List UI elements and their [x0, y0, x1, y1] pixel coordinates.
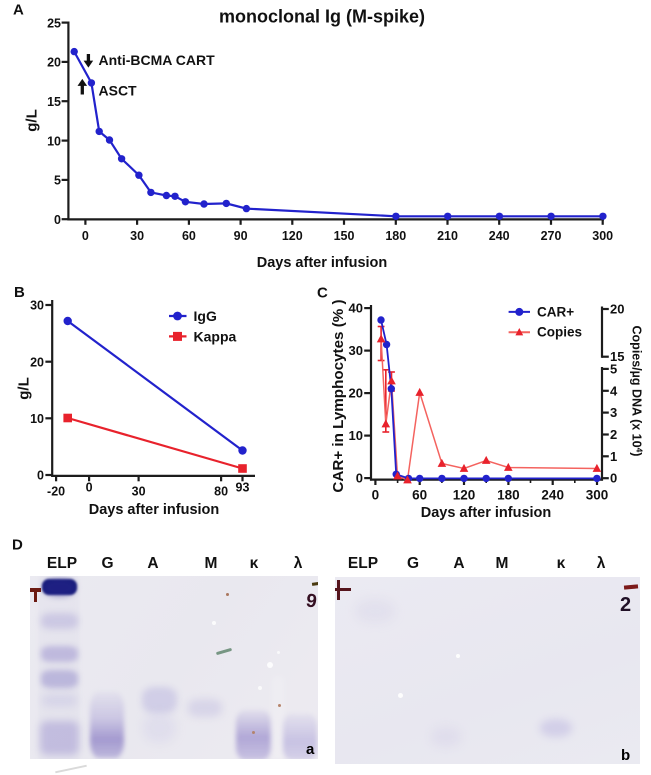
- svg-text:-20: -20: [47, 484, 65, 498]
- svg-text:15: 15: [610, 349, 624, 364]
- svg-text:Days after infusion: Days after infusion: [89, 502, 220, 518]
- svg-text:D: D: [12, 537, 23, 554]
- svg-text:120: 120: [282, 229, 303, 243]
- svg-text:A: A: [453, 555, 464, 572]
- svg-text:93: 93: [236, 480, 250, 494]
- svg-text:4: 4: [610, 383, 618, 398]
- svg-text:0: 0: [82, 229, 89, 243]
- svg-text:60: 60: [182, 229, 196, 243]
- svg-text:κ: κ: [250, 555, 259, 572]
- svg-text:Copies/µg DNA (x 104): Copies/µg DNA (x 104): [630, 326, 645, 457]
- svg-text:0: 0: [37, 469, 44, 483]
- svg-text:κ: κ: [557, 555, 566, 572]
- svg-text:Days after infusion: Days after infusion: [257, 255, 388, 271]
- svg-text:300: 300: [586, 487, 609, 502]
- svg-text:270: 270: [541, 229, 562, 243]
- svg-text:25: 25: [47, 16, 61, 30]
- svg-text:60: 60: [412, 487, 427, 502]
- svg-text:30: 30: [30, 299, 44, 313]
- svg-text:20: 20: [30, 355, 44, 369]
- svg-text:0: 0: [86, 480, 93, 494]
- svg-text:150: 150: [334, 229, 355, 243]
- svg-text:80: 80: [214, 484, 228, 498]
- svg-text:240: 240: [489, 229, 510, 243]
- svg-text:G: G: [407, 555, 419, 572]
- svg-text:180: 180: [385, 229, 406, 243]
- svg-text:A: A: [13, 2, 24, 19]
- svg-text:B: B: [14, 284, 25, 301]
- svg-text:C: C: [317, 285, 328, 302]
- svg-text:10: 10: [47, 134, 61, 148]
- svg-text:180: 180: [497, 487, 520, 502]
- svg-text:0: 0: [372, 487, 380, 502]
- svg-text:300: 300: [592, 229, 613, 243]
- svg-text:IgG: IgG: [194, 308, 217, 324]
- svg-text:10: 10: [30, 412, 44, 426]
- svg-text:10: 10: [349, 428, 363, 443]
- svg-text:40: 40: [349, 301, 363, 316]
- svg-text:1: 1: [610, 449, 617, 464]
- svg-text:A: A: [147, 555, 158, 572]
- svg-text:g/L: g/L: [24, 109, 41, 132]
- svg-text:90: 90: [234, 229, 248, 243]
- svg-text:CAR+ in Lymphocytes (% ): CAR+ in Lymphocytes (% ): [330, 299, 347, 492]
- svg-text:CAR+: CAR+: [537, 305, 574, 320]
- svg-text:20: 20: [349, 386, 363, 401]
- svg-text:ELP: ELP: [348, 555, 378, 572]
- svg-text:ASCT: ASCT: [99, 83, 138, 99]
- svg-text:30: 30: [349, 343, 363, 358]
- svg-text:0: 0: [610, 471, 617, 486]
- svg-text:210: 210: [437, 229, 458, 243]
- svg-text:M: M: [205, 555, 218, 572]
- svg-text:0: 0: [54, 213, 61, 227]
- svg-text:Copies: Copies: [537, 325, 582, 340]
- svg-text:0: 0: [356, 471, 363, 486]
- svg-text:15: 15: [47, 95, 61, 109]
- svg-text:5: 5: [54, 174, 61, 188]
- svg-text:monoclonal Ig (M-spike): monoclonal Ig (M-spike): [219, 7, 425, 27]
- svg-text:240: 240: [541, 487, 564, 502]
- svg-text:g/L: g/L: [16, 377, 33, 400]
- svg-text:120: 120: [453, 487, 476, 502]
- svg-text:λ: λ: [294, 555, 303, 572]
- svg-text:ELP: ELP: [47, 555, 77, 572]
- svg-text:5: 5: [610, 361, 617, 376]
- svg-text:20: 20: [610, 302, 624, 317]
- svg-text:G: G: [101, 555, 113, 572]
- svg-text:20: 20: [47, 56, 61, 70]
- svg-text:Kappa: Kappa: [194, 328, 237, 344]
- svg-text:2: 2: [610, 427, 617, 442]
- svg-text:Anti-BCMA CART: Anti-BCMA CART: [99, 52, 216, 68]
- svg-text:30: 30: [132, 484, 146, 498]
- svg-text:M: M: [496, 555, 509, 572]
- svg-text:3: 3: [610, 405, 617, 420]
- svg-text:Days after infusion: Days after infusion: [421, 505, 552, 521]
- svg-text:λ: λ: [597, 555, 606, 572]
- svg-text:30: 30: [130, 229, 144, 243]
